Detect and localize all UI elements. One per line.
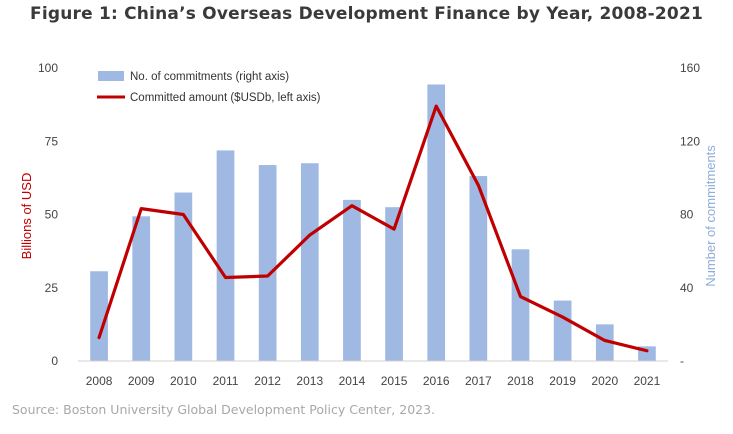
legend-swatch-bars bbox=[98, 71, 124, 81]
x-tick-2016: 2016 bbox=[423, 374, 450, 388]
y2-tick-160: 160 bbox=[680, 61, 700, 75]
x-tick-2018: 2018 bbox=[507, 374, 534, 388]
y-tick-25: 25 bbox=[45, 281, 59, 295]
bar-2008 bbox=[90, 271, 108, 361]
y-axis-ticks: 0 25 50 75 100 bbox=[38, 61, 58, 368]
legend: No. of commitments (right axis) Committe… bbox=[97, 71, 321, 104]
y2-axis-ticks: - 40 80 120 160 bbox=[680, 61, 700, 368]
y2-tick-40: 40 bbox=[680, 281, 694, 295]
y-axis-label: Billions of USD bbox=[19, 173, 34, 260]
y-tick-50: 50 bbox=[45, 208, 59, 222]
x-tick-2014: 2014 bbox=[339, 374, 366, 388]
x-tick-2012: 2012 bbox=[254, 374, 281, 388]
bar-2012 bbox=[258, 165, 277, 361]
legend-label-bars: No. of commitments (right axis) bbox=[130, 71, 289, 83]
x-axis-ticks: 2008 2009 2010 2011 2012 2013 2014 2015 2016 2017… bbox=[86, 374, 661, 388]
bar-2020 bbox=[595, 324, 614, 361]
line-layer bbox=[97, 104, 649, 353]
bar-2016 bbox=[427, 84, 446, 361]
x-tick-2008: 2008 bbox=[86, 374, 113, 388]
bar-2009 bbox=[132, 216, 151, 361]
y2-tick--: - bbox=[680, 354, 684, 368]
x-tick-2011: 2011 bbox=[213, 374, 239, 388]
committed-amount-line bbox=[97, 104, 649, 353]
bars-layer bbox=[90, 84, 656, 361]
bar-2010 bbox=[174, 192, 193, 361]
x-tick-2021: 2021 bbox=[634, 374, 661, 388]
bar-2017 bbox=[469, 176, 488, 361]
x-tick-2010: 2010 bbox=[170, 374, 197, 388]
bar-2014 bbox=[343, 199, 361, 361]
y-tick-100: 100 bbox=[38, 61, 58, 75]
x-tick-2009: 2009 bbox=[128, 374, 155, 388]
y2-tick-120: 120 bbox=[680, 134, 700, 148]
y2-axis-label: Number of commitments bbox=[703, 145, 718, 287]
x-tick-2020: 2020 bbox=[591, 374, 618, 388]
bar-2013 bbox=[300, 163, 319, 361]
legend-label-line: Committed amount ($USDb, left axis) bbox=[130, 92, 321, 104]
x-tick-2013: 2013 bbox=[296, 374, 323, 388]
bar-2015 bbox=[385, 207, 403, 361]
y2-tick-80: 80 bbox=[680, 208, 694, 222]
x-tick-2017: 2017 bbox=[465, 374, 492, 388]
y-tick-75: 75 bbox=[45, 134, 59, 148]
source-note: Source: Boston University Global Develop… bbox=[12, 402, 436, 417]
x-tick-2015: 2015 bbox=[381, 374, 408, 388]
bar-2011 bbox=[216, 150, 235, 361]
x-tick-2019: 2019 bbox=[549, 374, 576, 388]
bar-2019 bbox=[553, 300, 572, 361]
bar-2018 bbox=[511, 249, 530, 361]
y-tick-0: 0 bbox=[51, 354, 58, 368]
chart-title: Figure 1: China’s Overseas Development F… bbox=[30, 4, 703, 24]
